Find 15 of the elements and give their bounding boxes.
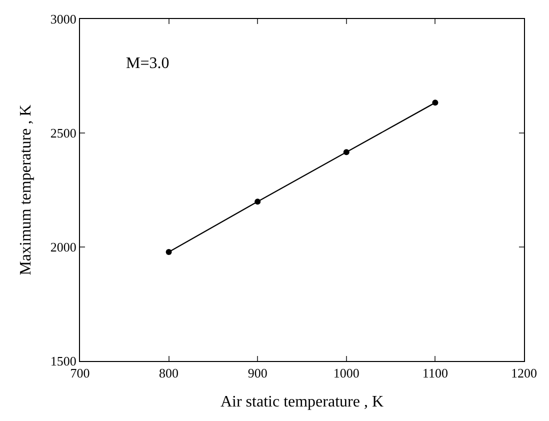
y-axis-title: Maximum temperature , K [17,104,34,276]
x-tick-label: 1100 [422,366,448,381]
annotation: M=3.0 [126,55,170,72]
x-axis-title: Air static temperature , K [220,393,384,410]
x-tick-label: 900 [248,366,268,381]
point [343,149,350,156]
point [432,100,438,106]
x-tick-label: 1000 [333,366,360,381]
y-tick-label: 2500 [50,126,76,141]
y-tick-label: 3000 [50,12,76,27]
point [254,198,261,205]
point [166,249,172,256]
x-tick-label: 1200 [511,366,537,381]
y-tick-label: 2000 [50,240,76,255]
x-tick-label: 800 [159,366,179,381]
